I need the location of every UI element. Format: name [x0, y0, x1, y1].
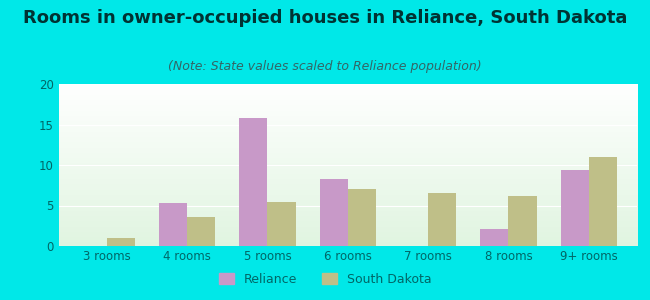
Bar: [348, 189, 376, 246]
Bar: [267, 202, 296, 246]
Bar: [320, 179, 348, 246]
Bar: [239, 118, 267, 246]
Legend: Reliance, South Dakota: Reliance, South Dakota: [213, 268, 437, 291]
Bar: [508, 196, 536, 246]
Text: Rooms in owner-occupied houses in Reliance, South Dakota: Rooms in owner-occupied houses in Relian…: [23, 9, 627, 27]
Bar: [187, 217, 215, 246]
Bar: [159, 203, 187, 246]
Bar: [589, 157, 617, 246]
Bar: [480, 229, 508, 246]
Bar: [428, 193, 456, 246]
Text: (Note: State values scaled to Reliance population): (Note: State values scaled to Reliance p…: [168, 60, 482, 73]
Bar: [561, 170, 589, 246]
Bar: [107, 238, 135, 246]
